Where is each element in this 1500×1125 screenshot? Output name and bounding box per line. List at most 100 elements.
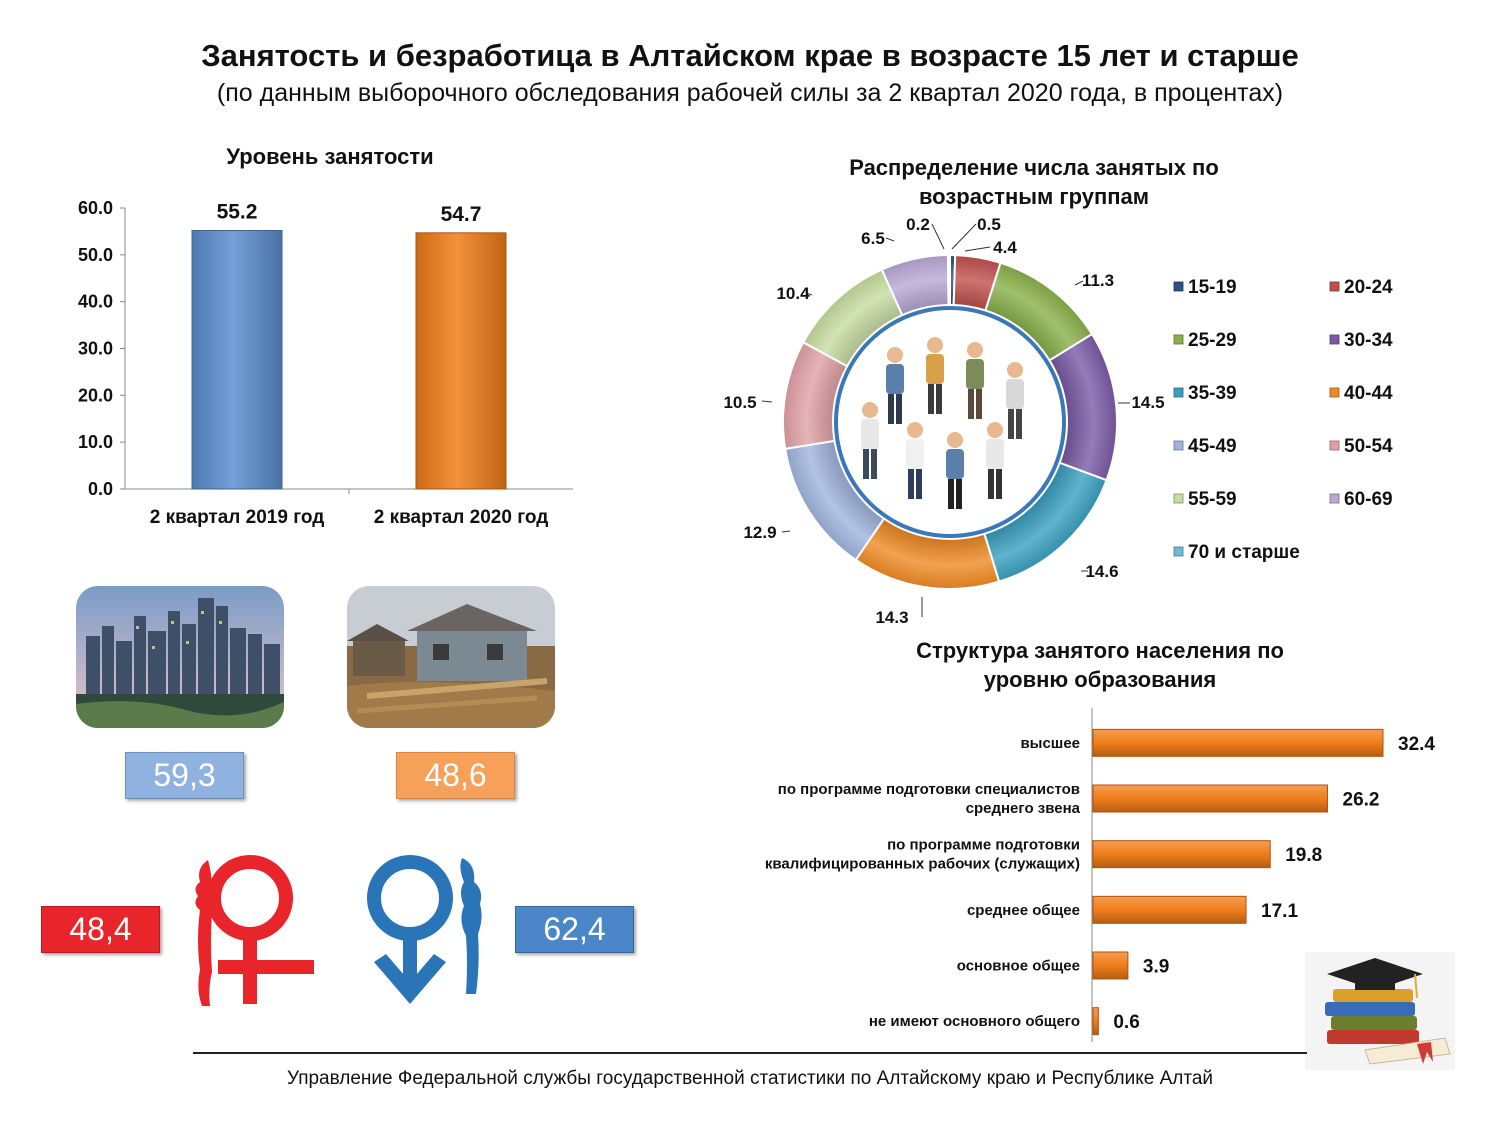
education-category-label: не имеют основного общего bbox=[869, 1013, 1080, 1030]
person-leg bbox=[968, 389, 974, 419]
age-slice-value: 14.6 bbox=[1085, 562, 1118, 581]
age-slice-value: 14.5 bbox=[1131, 393, 1164, 412]
person-head bbox=[907, 422, 923, 438]
urban-employment-badge: 59,3 bbox=[125, 752, 244, 799]
person-head bbox=[947, 432, 963, 448]
age-slice-value: 0.5 bbox=[977, 215, 1001, 234]
age-slice-value: 12.9 bbox=[743, 523, 776, 542]
person-body bbox=[886, 364, 904, 394]
education-category-label: по программе подготовки bbox=[887, 837, 1080, 854]
person-leg bbox=[936, 384, 942, 414]
age-leader-line bbox=[951, 223, 977, 250]
employment-bar bbox=[191, 229, 283, 490]
education-category-label: основное общее bbox=[957, 958, 1080, 975]
y-tick-label: 20.0 bbox=[78, 385, 113, 405]
education-bar bbox=[1092, 728, 1384, 757]
education-bar-value: 19.8 bbox=[1285, 845, 1322, 866]
person-body bbox=[946, 449, 964, 479]
person-figure bbox=[946, 432, 964, 509]
person-leg bbox=[888, 394, 894, 424]
person-leg bbox=[948, 479, 954, 509]
education-bar-value: 17.1 bbox=[1261, 901, 1298, 922]
age-chart-title: Распределение числа занятых по возрастны… bbox=[849, 155, 1219, 209]
person-leg bbox=[928, 384, 934, 414]
legend-swatch bbox=[1329, 493, 1340, 504]
page-subtitle: (по данным выборочного обследования рабо… bbox=[216, 79, 1284, 107]
age-slice-value: 10.5 bbox=[723, 393, 756, 412]
person-figure bbox=[926, 337, 944, 414]
person-leg bbox=[1008, 409, 1014, 439]
person-leg bbox=[896, 394, 902, 424]
person-figure bbox=[986, 422, 1004, 499]
legend-label: 30-34 bbox=[1344, 330, 1393, 351]
education-category-label: среднее общее bbox=[967, 902, 1080, 919]
person-leg bbox=[996, 469, 1002, 499]
education-category-label: квалифицированных рабочих (служащих) bbox=[765, 856, 1080, 873]
person-leg bbox=[871, 449, 877, 479]
person-head bbox=[1007, 362, 1023, 378]
person-leg bbox=[956, 479, 962, 509]
person-figure bbox=[906, 422, 924, 499]
city-photo bbox=[76, 586, 284, 728]
education-bar bbox=[1092, 784, 1329, 813]
rural-employment-badge: 48,6 bbox=[396, 752, 515, 799]
person-leg bbox=[916, 469, 922, 499]
legend-swatch bbox=[1329, 281, 1340, 292]
person-head bbox=[927, 337, 943, 353]
education-category-label: по программе подготовки специалистов bbox=[778, 781, 1080, 798]
age-leader-line bbox=[885, 237, 895, 242]
person-figure bbox=[861, 402, 879, 479]
y-tick-label: 40.0 bbox=[78, 292, 113, 312]
person-leg bbox=[908, 469, 914, 499]
education-chart-title: Структура занятого населения по уровню о… bbox=[916, 638, 1284, 692]
male-symbol-icon bbox=[367, 855, 482, 1004]
person-head bbox=[987, 422, 1003, 438]
education-bar-value: 32.4 bbox=[1398, 734, 1435, 755]
age-leader-line bbox=[781, 530, 791, 533]
person-leg bbox=[1016, 409, 1022, 439]
person-body bbox=[1006, 379, 1024, 409]
legend-swatch bbox=[1173, 546, 1184, 557]
employment-bar-value: 55.2 bbox=[217, 200, 258, 223]
education-bar bbox=[1092, 895, 1247, 924]
legend-swatch bbox=[1329, 440, 1340, 451]
education-bar bbox=[1092, 951, 1129, 980]
person-body bbox=[986, 439, 1004, 469]
age-slice-70 и старше bbox=[946, 253, 951, 307]
person-leg bbox=[976, 389, 982, 419]
legend-label: 20-24 bbox=[1344, 277, 1393, 298]
person-head bbox=[887, 347, 903, 363]
person-figure bbox=[966, 342, 984, 419]
y-tick-label: 30.0 bbox=[78, 339, 113, 359]
legend-label: 35-39 bbox=[1188, 383, 1237, 404]
legend-label: 55-59 bbox=[1188, 489, 1237, 510]
legend-swatch bbox=[1173, 493, 1184, 504]
legend-swatch bbox=[1173, 334, 1184, 345]
legend-swatch bbox=[1329, 334, 1340, 345]
y-tick-label: 60.0 bbox=[78, 198, 113, 218]
person-figure bbox=[1006, 362, 1024, 439]
legend-label: 45-49 bbox=[1188, 436, 1237, 457]
legend-label: 70 и старше bbox=[1188, 542, 1300, 563]
age-slice-value: 4.4 bbox=[993, 238, 1017, 257]
footer-source: Управление Федеральной службы государств… bbox=[286, 1068, 1213, 1089]
person-body bbox=[861, 419, 879, 449]
age-leader-line bbox=[761, 400, 773, 403]
education-bar-value: 3.9 bbox=[1143, 957, 1169, 978]
y-tick-label: 0.0 bbox=[88, 479, 113, 499]
footer-divider bbox=[193, 1052, 1307, 1054]
age-distribution-chart: 0.5 4.4 11.3 14.5 14.6 14.3 12.9 10.5 10.4 6.5 0.2… bbox=[723, 215, 1393, 627]
education-structure-chart: 32.4 высшее 26.2 по программе подготовки сп… bbox=[765, 708, 1435, 1042]
employment-category-label: 2 квартал 2020 год bbox=[374, 507, 549, 528]
village-photo bbox=[347, 586, 555, 728]
graduation-cap-books-icon bbox=[1305, 952, 1455, 1070]
education-category-label: высшее bbox=[1020, 735, 1080, 752]
employment-bar bbox=[415, 232, 507, 490]
person-body bbox=[906, 439, 924, 469]
y-tick-label: 50.0 bbox=[78, 245, 113, 265]
person-leg bbox=[988, 469, 994, 499]
age-slice-value: 6.5 bbox=[861, 229, 885, 248]
legend-swatch bbox=[1173, 440, 1184, 451]
age-slice-value: 10.4 bbox=[776, 284, 810, 303]
male-employment-badge: 62,4 bbox=[515, 906, 634, 953]
